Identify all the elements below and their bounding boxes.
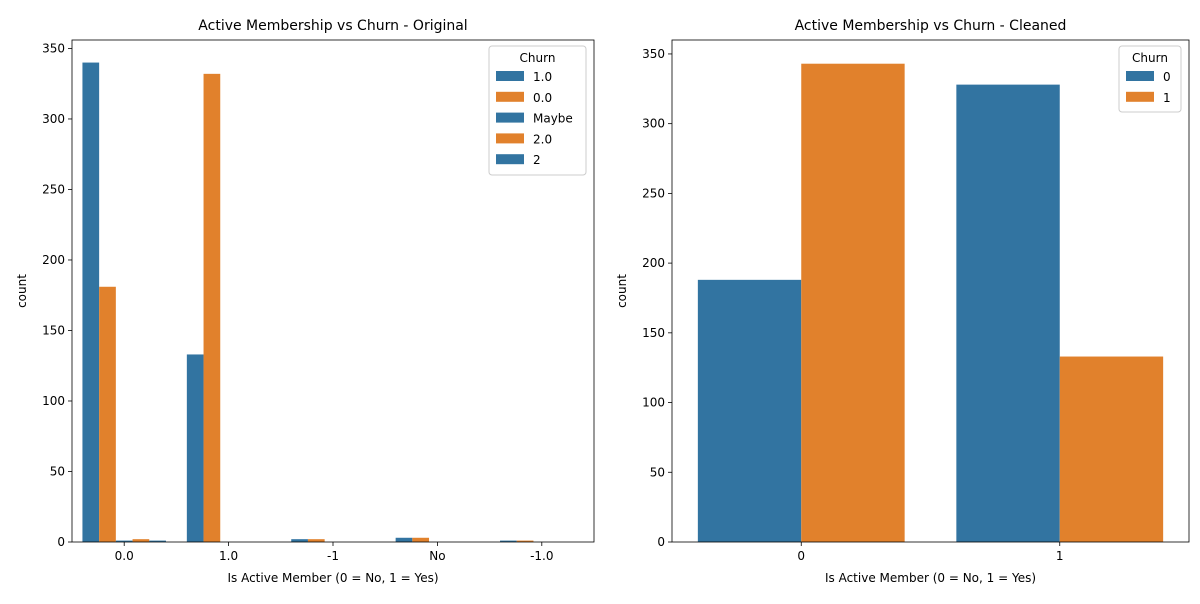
bar-0.0-Maybe (115, 540, 133, 542)
y-tick-label: 200 (42, 253, 65, 267)
x-tick-label: 0 (797, 549, 805, 563)
x-tick-label: 1.0 (219, 549, 238, 563)
legend-swatch-0.0 (496, 91, 524, 102)
y-tick-label: 100 (42, 394, 65, 408)
bar--1.0-1.0 (500, 540, 517, 542)
y-tick-label: 150 (42, 323, 65, 337)
legend: Churn 0 1 (1118, 45, 1182, 113)
y-tick-label: 0 (657, 535, 665, 549)
bar-1.0-0.0 (203, 73, 221, 542)
legend-swatch-2.0 (496, 133, 524, 144)
bar-0-1 (801, 63, 905, 542)
legend-label: 1 (1163, 91, 1171, 105)
chart-panel-2: Active Membership vs Churn - Cleaned 0 50 1… (615, 18, 1190, 585)
bar-0.0-2 (149, 540, 166, 542)
y-tick-label: 50 (50, 464, 65, 478)
x-axis-label: Is Active Member (0 = No, 1 = Yes) (825, 571, 1036, 585)
legend-swatch-1 (1126, 91, 1154, 102)
x-tick-label: 0.0 (115, 549, 134, 563)
y-tick-label: 100 (642, 396, 665, 410)
bar-0-0 (697, 279, 802, 542)
y-tick-label: 300 (42, 112, 65, 126)
legend-swatch-2 (496, 154, 524, 165)
y-tick-label: 350 (642, 47, 665, 61)
bar-1-0 (956, 84, 1060, 542)
y-axis-label: count (15, 274, 29, 308)
x-axis-label: Is Active Member (0 = No, 1 = Yes) (227, 571, 438, 585)
bar--1.0-0.0 (516, 540, 534, 542)
legend-swatch-1.0 (496, 71, 524, 81)
y-tick-label: 300 (642, 117, 665, 131)
y-tick-label: 250 (42, 182, 65, 196)
y-tick-label: 150 (642, 326, 665, 340)
bar--1-0.0 (307, 539, 325, 542)
legend-label: Maybe (533, 112, 573, 126)
chart-title: Active Membership vs Churn - Cleaned (795, 18, 1067, 34)
bar-No-0.0 (412, 537, 430, 542)
bar-0.0-1.0 (82, 62, 100, 542)
legend: Churn 1.0 0.0 Maybe 2.0 2 (488, 45, 587, 176)
legend-title: Churn (1132, 51, 1168, 65)
legend-swatch-Maybe (496, 112, 524, 123)
bar-No-1.0 (395, 537, 413, 542)
y-tick-label: 50 (650, 465, 665, 479)
legend-label: 2 (533, 153, 541, 167)
x-tick-label: No (429, 549, 445, 563)
x-tick-label: 1 (1056, 549, 1064, 563)
y-tick-label: 200 (642, 256, 665, 270)
x-tick-label: -1.0 (530, 549, 553, 563)
chart-title: Active Membership vs Churn - Original (198, 18, 467, 34)
legend-title: Churn (520, 51, 556, 65)
bar-1-1 (1059, 356, 1164, 542)
bar-0.0-2.0 (132, 539, 150, 542)
bar-1.0-1.0 (186, 354, 204, 542)
plot-frame (671, 39, 1190, 543)
bars (82, 62, 534, 542)
y-tick-label: 0 (57, 535, 65, 549)
bars (697, 63, 1164, 542)
y-tick-label: 350 (42, 41, 65, 55)
legend-label: 2.0 (533, 132, 552, 146)
bar-0.0-0.0 (99, 286, 116, 542)
y-tick-label: 250 (642, 186, 665, 200)
legend-label: 0 (1163, 70, 1171, 84)
legend-label: 0.0 (533, 91, 552, 105)
legend-swatch-0 (1126, 71, 1154, 81)
x-tick-label: -1 (327, 549, 339, 563)
bar--1-1.0 (291, 539, 308, 542)
legend-label: 1.0 (533, 70, 552, 84)
chart-panel-1: Active Membership vs Churn - Original 0 50… (15, 18, 595, 585)
y-axis-label: count (615, 274, 629, 308)
